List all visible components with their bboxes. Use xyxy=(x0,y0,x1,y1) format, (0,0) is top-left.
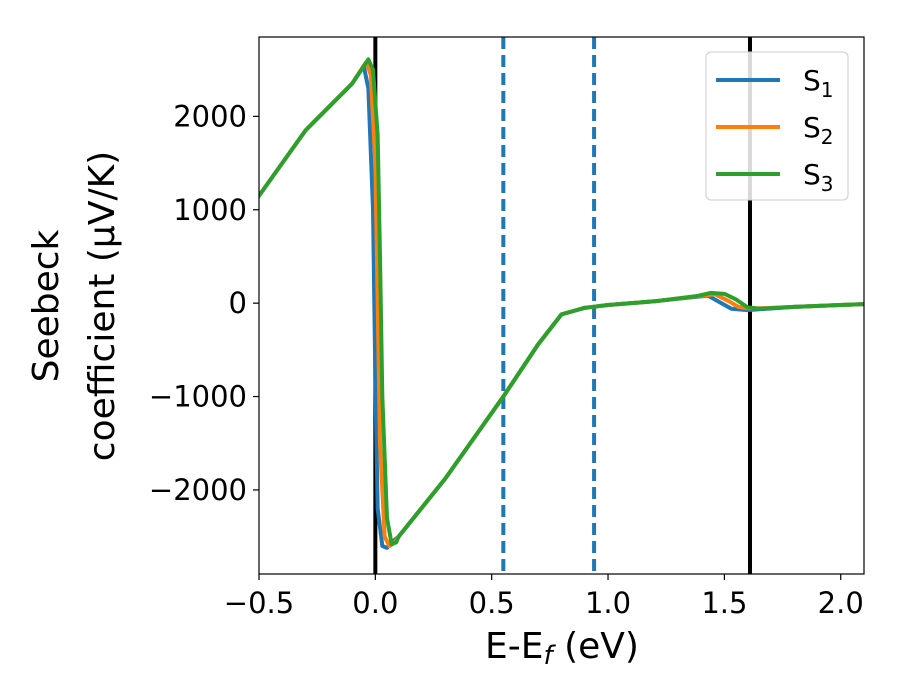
x-axis-ticks: −0.5 0.0 0.5 1.0 1.5 2.0 xyxy=(224,574,864,620)
y-tick-label: 1000 xyxy=(173,193,247,227)
y-tick-label: −2000 xyxy=(149,473,247,507)
x-tick-label: 0.5 xyxy=(469,586,515,620)
series-line-3 xyxy=(259,57,864,547)
series-lines xyxy=(259,57,864,550)
legend-label-2: S2 xyxy=(803,111,834,149)
x-tick-label: 2.0 xyxy=(818,586,864,620)
y-axis-ticks: 2000 1000 0 −1000 −2000 xyxy=(149,99,259,507)
x-tick-label: 0.0 xyxy=(352,586,398,620)
legend: S1 S2 S3 xyxy=(705,51,849,201)
x-tick-label: 1.0 xyxy=(585,586,631,620)
y-tick-label: 2000 xyxy=(173,99,247,133)
y-tick-label: 0 xyxy=(229,286,247,320)
axes-frame xyxy=(258,36,865,575)
y-axis-title-line1: Seebeck xyxy=(26,229,67,382)
x-tick-label: −0.5 xyxy=(224,586,294,620)
x-axis-title: E-Ef (eV) xyxy=(485,626,639,671)
y-axis-title-line2: coefficient (μV/K) xyxy=(82,151,123,461)
y-tick-label: −1000 xyxy=(149,380,247,414)
legend-label-1: S1 xyxy=(803,64,834,102)
legend-label-3: S3 xyxy=(803,158,834,196)
x-tick-label: 1.5 xyxy=(701,586,747,620)
